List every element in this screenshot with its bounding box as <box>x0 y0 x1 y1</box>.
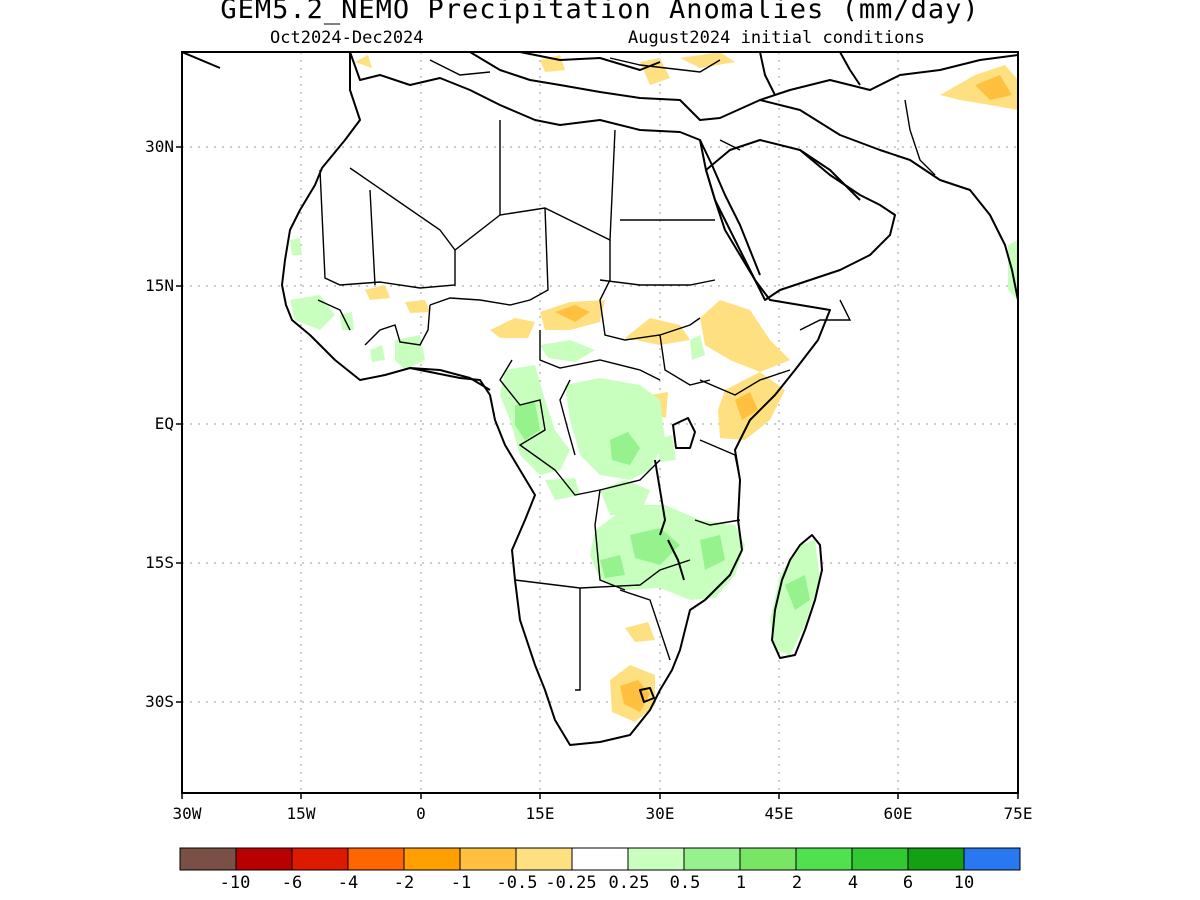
colorbar-label: -1 <box>450 873 472 893</box>
wet-anomaly-core <box>515 402 810 610</box>
lat-label-15s: 15S <box>145 553 174 572</box>
country-borders <box>317 57 936 691</box>
colorbar-swatch <box>627 847 685 871</box>
lon-label-15e: 15E <box>525 804 555 823</box>
colorbar-label: 4 <box>847 873 859 893</box>
colorbar-label: 6 <box>902 873 914 893</box>
colorbar-swatch <box>795 847 853 871</box>
lon-label-0: 0 <box>416 804 426 823</box>
colorbar-label: -0.5 <box>496 873 538 893</box>
lon-label-60e: 60E <box>883 804 913 823</box>
colorbar-swatch <box>851 847 909 871</box>
colorbar-label: -4 <box>337 873 359 893</box>
colorbar-swatch <box>179 847 237 871</box>
lat-label-30n: 30N <box>145 137 174 156</box>
colorbar-swatch <box>683 847 741 871</box>
colorbar-swatch <box>403 847 461 871</box>
colorbar-label: 1 <box>735 873 747 893</box>
colorbar-label: -6 <box>281 873 303 893</box>
lat-label-30s: 30S <box>145 692 174 711</box>
dry-anomaly-core <box>555 75 1012 712</box>
lon-label-30e: 30E <box>645 804 675 823</box>
colorbar-label: 0.25 <box>608 873 650 893</box>
lon-label-30w: 30W <box>172 804 202 823</box>
colorbar-swatch <box>459 847 517 871</box>
lon-label-45e: 45E <box>764 804 794 823</box>
colorbar-label: -2 <box>393 873 415 893</box>
colorbar-label: 10 <box>953 873 975 893</box>
colorbar-swatch <box>235 847 293 871</box>
lon-label-15w: 15W <box>286 804 316 823</box>
colorbar-swatch <box>515 847 573 871</box>
colorbar <box>179 847 1021 871</box>
colorbar-swatch <box>291 847 349 871</box>
map-title: GEM5.2_NEMO Precipitation Anomalies (mm/… <box>220 0 980 25</box>
axis-ticks <box>176 146 1019 799</box>
colorbar-label: 0.5 <box>669 873 701 893</box>
map-frame <box>181 51 1019 794</box>
lat-label-eq: EQ <box>154 414 174 433</box>
coastlines <box>182 52 1018 746</box>
colorbar-label: -10 <box>219 873 251 893</box>
colorbar-swatch <box>907 847 965 871</box>
colorbar-swatch <box>571 847 629 871</box>
wet-anomaly-shading <box>290 238 1018 655</box>
initial-conditions: August2024 initial conditions <box>628 28 925 48</box>
lat-label-15n: 15N <box>145 276 174 295</box>
colorbar-swatch <box>739 847 797 871</box>
lon-label-75e: 75E <box>1003 804 1033 823</box>
colorbar-swatch <box>347 847 405 871</box>
forecast-period: Oct2024-Dec2024 <box>270 28 424 48</box>
colorbar-label: 2 <box>791 873 803 893</box>
colorbar-label: -0.25 <box>545 873 597 893</box>
colorbar-swatch <box>963 847 1021 871</box>
